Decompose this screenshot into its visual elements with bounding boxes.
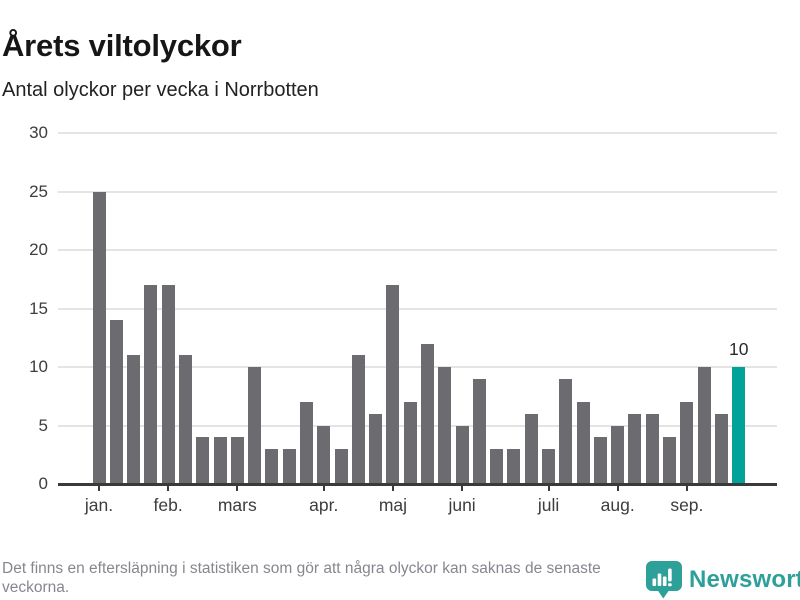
gridline	[58, 132, 777, 134]
bar	[92, 191, 106, 484]
highlight-bar	[732, 367, 746, 484]
y-tick-label: 30	[29, 123, 48, 142]
bar	[697, 367, 711, 484]
bar	[144, 285, 158, 484]
bar	[248, 367, 262, 484]
bar	[611, 425, 625, 484]
bar	[507, 448, 521, 484]
x-tick-label: juni	[448, 495, 476, 515]
bar	[351, 355, 365, 484]
bar	[161, 285, 175, 484]
bar	[178, 355, 192, 484]
chart-subtitle: Antal olyckor per vecka i Norrbotten	[2, 79, 319, 101]
bar	[109, 320, 123, 484]
bar	[576, 402, 590, 484]
bar	[645, 413, 659, 484]
bar	[317, 425, 331, 484]
gridline	[58, 307, 777, 310]
x-tick-label: feb.	[153, 495, 183, 515]
y-tick-label: 0	[38, 474, 48, 493]
bar	[386, 285, 400, 484]
gridline	[58, 366, 777, 368]
gridline	[58, 249, 777, 251]
y-tick-label: 5	[38, 415, 48, 435]
bar	[714, 413, 728, 484]
bar	[213, 437, 227, 484]
y-tick-label: 15	[29, 298, 48, 318]
x-tick	[616, 484, 619, 491]
newsworthy-logo: Newsworthy	[646, 561, 800, 599]
gridline	[58, 424, 777, 427]
x-tick	[167, 484, 170, 491]
chart-title: Årets viltolyckor	[2, 27, 242, 63]
x-tick	[98, 484, 100, 491]
x-tick	[685, 484, 688, 491]
bar	[455, 425, 469, 484]
x-tick-label: apr.	[309, 495, 339, 515]
bar	[438, 367, 452, 484]
bar	[593, 437, 607, 484]
x-tick	[391, 484, 394, 491]
x-tick-label: jan.	[84, 495, 114, 515]
bar	[196, 437, 210, 484]
bar	[334, 448, 348, 484]
x-tick	[322, 484, 325, 491]
x-tick-label: juli	[537, 495, 560, 515]
newsworthy-wordmark: Newsworthy	[689, 566, 800, 593]
bar	[524, 413, 538, 484]
bar	[628, 413, 642, 484]
bar	[490, 448, 504, 484]
y-tick-label: 10	[29, 357, 48, 376]
bar	[369, 413, 383, 484]
x-axis-line	[58, 483, 777, 486]
bar	[542, 448, 556, 484]
y-tick-label: 25	[29, 181, 48, 201]
x-tick-label: sep.	[670, 495, 704, 515]
bar	[265, 448, 279, 484]
y-tick-label: 20	[29, 240, 48, 259]
bar	[680, 402, 694, 484]
value-annotation: 10	[728, 339, 749, 359]
x-tick-label: aug.	[600, 495, 635, 515]
bar-chart: 0 5 10 15 20 25 30 jan. feb. mars apr. maj juni juli a…	[29, 123, 777, 515]
bar	[299, 402, 313, 484]
gridline	[58, 190, 777, 193]
x-tick	[236, 484, 239, 491]
bar	[282, 448, 296, 484]
bar	[421, 343, 434, 484]
bar	[127, 355, 141, 484]
newsworthy-icon	[646, 561, 682, 599]
bar	[472, 378, 486, 484]
bar	[663, 437, 677, 484]
bar	[559, 378, 573, 484]
bar	[230, 437, 244, 484]
bar	[403, 402, 417, 484]
x-tick-label: mars	[217, 495, 257, 515]
footnote: Det finns en eftersläpning i statistiken…	[2, 560, 601, 597]
x-tick-label: maj	[378, 495, 408, 515]
x-tick	[461, 484, 464, 491]
x-tick	[547, 484, 550, 491]
